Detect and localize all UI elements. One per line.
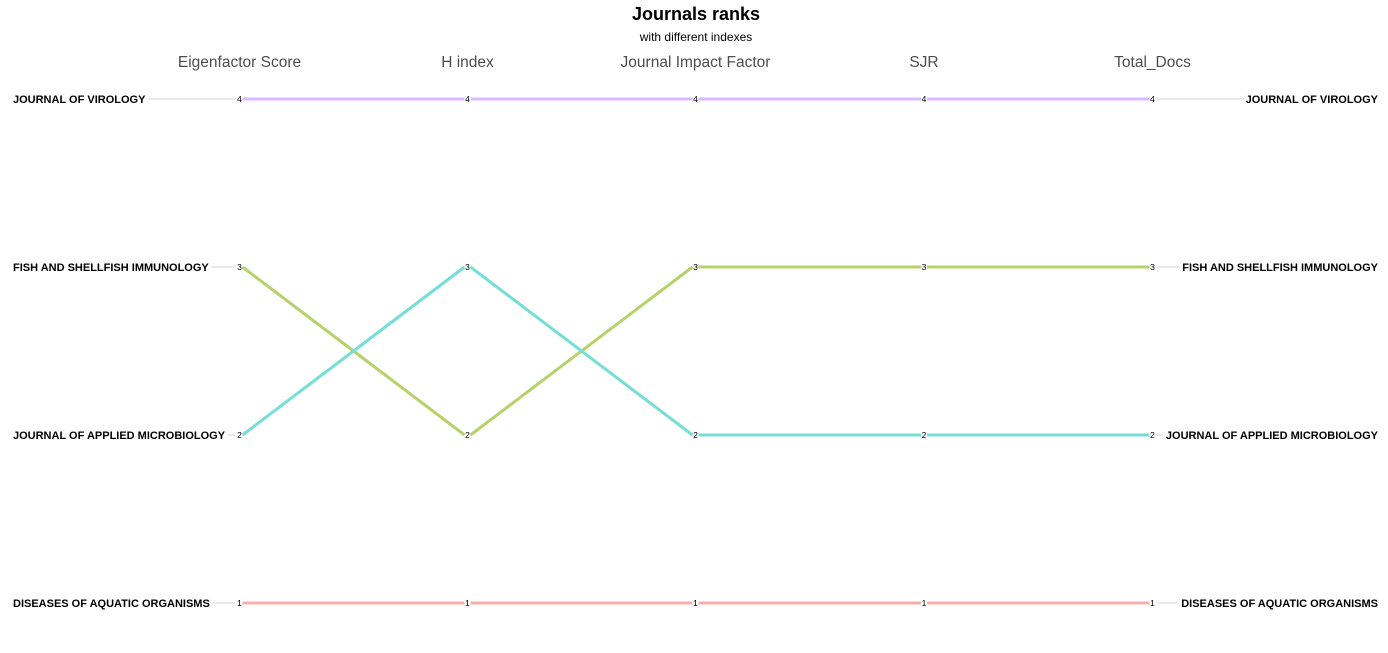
rank-label-journal-of-applied-microbiology: 2 bbox=[922, 430, 927, 440]
left-label-fish-and-shellfish-immunology: FISH AND SHELLFISH IMMUNOLOGY bbox=[13, 262, 209, 274]
rank-label-fish-and-shellfish-immunology: 2 bbox=[465, 430, 470, 440]
rank-label-diseases-of-aquatic-organisms: 1 bbox=[693, 598, 698, 608]
series-lines bbox=[241, 97, 1150, 605]
rank-label-journal-of-applied-microbiology: 2 bbox=[237, 430, 242, 440]
rank-label-journal-of-virology: 4 bbox=[1150, 94, 1155, 104]
column-label-eigenfactor-score: Eigenfactor Score bbox=[178, 54, 301, 71]
left-journal-labels: JOURNAL OF VIROLOGY FISH AND SHELLFISH IM… bbox=[13, 94, 226, 610]
rank-label-diseases-of-aquatic-organisms: 1 bbox=[465, 598, 470, 608]
rank-label-journal-of-applied-microbiology: 2 bbox=[1150, 430, 1155, 440]
column-label-h-index: H index bbox=[441, 54, 494, 71]
rank-label-diseases-of-aquatic-organisms: 1 bbox=[922, 598, 927, 608]
rank-label-diseases-of-aquatic-organisms: 1 bbox=[237, 598, 242, 608]
column-labels: Eigenfactor Score H index Journal Impact F… bbox=[178, 54, 1191, 71]
left-label-diseases-of-aquatic-organisms: DISEASES OF AQUATIC ORGANISMS bbox=[13, 598, 210, 610]
rank-label-fish-and-shellfish-immunology: 3 bbox=[1150, 262, 1155, 272]
chart-title: Journals ranks bbox=[632, 4, 760, 24]
column-label-total-docs: Total_Docs bbox=[1114, 54, 1191, 71]
right-label-journal-of-applied-microbiology: JOURNAL OF APPLIED MICROBIOLOGY bbox=[1166, 430, 1379, 442]
rank-labels: 4 4 4 4 4 3 2 3 3 3 2 3 2 2 2 1 1 1 1 1 bbox=[237, 94, 1155, 608]
series-segment-journal-of-applied-microbiology bbox=[241, 265, 466, 437]
rank-label-fish-and-shellfish-immunology: 3 bbox=[693, 262, 698, 272]
rank-label-journal-of-virology: 4 bbox=[237, 94, 242, 104]
column-label-journal-impact-factor: Journal Impact Factor bbox=[621, 54, 771, 71]
right-label-diseases-of-aquatic-organisms: DISEASES OF AQUATIC ORGANISMS bbox=[1181, 598, 1378, 610]
left-label-journal-of-virology: JOURNAL OF VIROLOGY bbox=[13, 94, 146, 106]
rank-label-journal-of-virology: 4 bbox=[693, 94, 698, 104]
left-label-journal-of-applied-microbiology: JOURNAL OF APPLIED MICROBIOLOGY bbox=[13, 430, 226, 442]
right-label-fish-and-shellfish-immunology: FISH AND SHELLFISH IMMUNOLOGY bbox=[1182, 262, 1378, 274]
series-segment-journal-of-applied-microbiology bbox=[469, 265, 694, 437]
rank-label-journal-of-applied-microbiology: 2 bbox=[693, 430, 698, 440]
chart-subtitle: with different indexes bbox=[639, 30, 753, 44]
rank-label-journal-of-virology: 4 bbox=[922, 94, 927, 104]
right-label-journal-of-virology: JOURNAL OF VIROLOGY bbox=[1246, 94, 1379, 106]
rank-label-journal-of-virology: 4 bbox=[465, 94, 470, 104]
rank-label-fish-and-shellfish-immunology: 3 bbox=[237, 262, 242, 272]
column-label-sjr: SJR bbox=[909, 54, 938, 71]
rank-label-fish-and-shellfish-immunology: 3 bbox=[922, 262, 927, 272]
right-journal-labels: JOURNAL OF VIROLOGY FISH AND SHELLFISH IM… bbox=[1166, 94, 1379, 610]
label-connectors bbox=[148, 98, 1243, 604]
rank-label-journal-of-applied-microbiology: 3 bbox=[465, 262, 470, 272]
rank-label-diseases-of-aquatic-organisms: 1 bbox=[1150, 598, 1155, 608]
